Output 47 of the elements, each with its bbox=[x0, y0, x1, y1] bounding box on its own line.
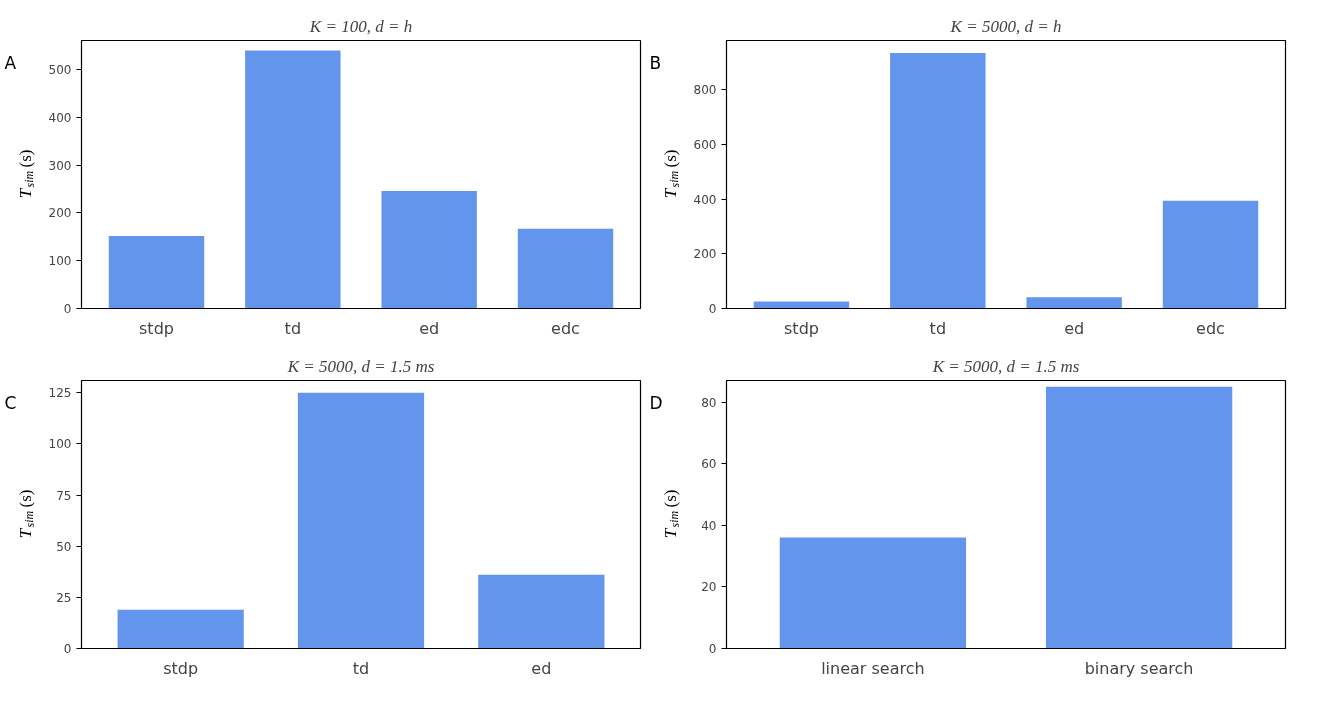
x-tick-label: edc bbox=[551, 318, 580, 338]
x-tick-label: ed bbox=[1064, 318, 1085, 338]
text: D bbox=[649, 392, 663, 413]
x-tick-label: stdp bbox=[139, 318, 174, 338]
chart-title: K = 5000, d = 1.5 ms bbox=[931, 356, 1080, 376]
x-tick-label: ed bbox=[419, 318, 440, 338]
x-tick-label: stdp bbox=[784, 318, 819, 338]
y-tick-label: 100 bbox=[48, 254, 72, 269]
x-tick-label: edc bbox=[1196, 318, 1225, 338]
y-tick-label: 600 bbox=[693, 138, 717, 153]
y-tick-label: 500 bbox=[48, 63, 72, 78]
y-tick-label: 80 bbox=[701, 395, 717, 410]
y-tick-label: 20 bbox=[701, 580, 717, 595]
x-tick-label: ed bbox=[531, 658, 552, 678]
y-tick-label: 200 bbox=[693, 247, 717, 262]
y-tick-label: 125 bbox=[48, 386, 72, 401]
chart-title: K = 5000, d = 1.5 ms bbox=[286, 356, 435, 376]
y-tick-label: 0 bbox=[708, 302, 717, 316]
y-tick-label: 400 bbox=[693, 192, 717, 207]
y-tick-label: 75 bbox=[56, 488, 72, 503]
x-tick-label: stdp bbox=[163, 658, 199, 678]
y-axis-title: Tsim (s) bbox=[661, 489, 682, 539]
y-tick-label: 0 bbox=[63, 642, 72, 656]
text: C bbox=[4, 392, 17, 413]
text: A bbox=[4, 52, 17, 73]
chart-title: K = 5000, d = h bbox=[949, 16, 1062, 36]
y-axis-title: Tsim (s) bbox=[16, 149, 37, 199]
y-tick-label: 25 bbox=[56, 590, 72, 605]
y-tick-label: 60 bbox=[701, 457, 717, 472]
text: B bbox=[649, 52, 662, 73]
chart-title: K = 100, d = h bbox=[308, 16, 413, 36]
x-tick-label: binary search bbox=[1084, 658, 1194, 678]
y-tick-label: 400 bbox=[48, 110, 72, 125]
y-tick-label: 50 bbox=[56, 539, 72, 554]
x-tick-label: td bbox=[284, 318, 302, 338]
y-axis-title: Tsim (s) bbox=[661, 149, 682, 199]
x-tick-label: td bbox=[352, 658, 370, 678]
y-tick-label: 0 bbox=[63, 302, 72, 316]
y-tick-label: 800 bbox=[693, 83, 717, 98]
y-tick-label: 100 bbox=[48, 437, 72, 452]
y-tick-label: 200 bbox=[48, 206, 72, 221]
x-tick-label: td bbox=[929, 318, 947, 338]
y-axis-title: Tsim (s) bbox=[16, 489, 37, 539]
y-tick-label: 40 bbox=[701, 518, 717, 533]
y-tick-label: 0 bbox=[708, 642, 717, 656]
y-tick-label: 300 bbox=[48, 158, 72, 173]
x-tick-label: linear search bbox=[821, 658, 925, 678]
